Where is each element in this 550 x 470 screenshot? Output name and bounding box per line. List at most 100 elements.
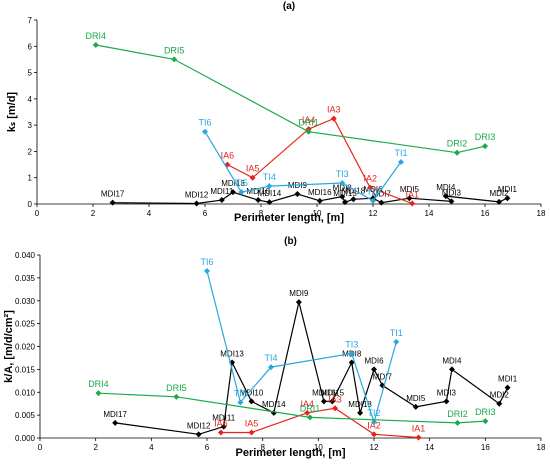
point-label: MDI3 [437, 388, 457, 397]
data-point [339, 179, 346, 186]
data-point [357, 409, 364, 416]
data-point [304, 409, 311, 416]
chart-title: (a) [283, 1, 295, 12]
point-label: MDI11 [210, 187, 234, 196]
point-label: DRI2 [447, 409, 468, 419]
data-point [320, 398, 327, 405]
data-point [371, 366, 377, 373]
data-point [173, 393, 180, 400]
point-label: DRI3 [475, 132, 496, 142]
data-point [237, 399, 244, 406]
point-label: IA4 [302, 115, 316, 125]
y-axis-label: k/A, [m/d/cm²] [3, 310, 15, 383]
point-label: IA6 [214, 419, 228, 429]
point-label: MDI7 [373, 372, 393, 381]
data-point [92, 41, 99, 48]
x-axis-label: Perimeter length, [m] [235, 447, 345, 459]
point-label: MDI1 [498, 185, 518, 194]
point-label: MDI3 [442, 188, 462, 197]
data-point [266, 199, 273, 206]
point-label: MDI12 [187, 421, 211, 430]
data-point [217, 429, 224, 436]
point-label: IA2 [363, 174, 377, 184]
x-tick-label: 16 [481, 443, 490, 452]
y-tick-label: 0.020 [15, 343, 36, 352]
data-point [454, 149, 460, 156]
data-point [442, 193, 449, 200]
y-tick-label: 0.035 [15, 274, 36, 283]
series-line [206, 270, 397, 425]
point-label: IA4 [300, 399, 314, 409]
point-label: MDI18 [348, 400, 372, 409]
data-point [367, 184, 374, 191]
data-point [95, 390, 102, 397]
point-label: MDI16 [312, 388, 336, 397]
y-tick-label: 0.030 [15, 297, 36, 306]
x-tick-label: 6 [203, 209, 208, 218]
data-point [378, 199, 385, 206]
point-label: IA5 [246, 164, 260, 174]
point-label: MDI7 [372, 190, 392, 199]
point-label: DRI2 [447, 139, 468, 149]
point-label: MDI5 [400, 185, 420, 194]
point-label: TI6 [200, 257, 213, 267]
x-tick-label: 8 [260, 443, 265, 452]
point-label: TI3 [336, 169, 349, 179]
point-label: IA3 [327, 105, 341, 115]
point-label: DRI3 [475, 407, 496, 417]
data-point [339, 193, 346, 200]
point-label: TI6 [198, 118, 211, 128]
x-tick-label: 2 [91, 209, 96, 218]
data-point [171, 56, 178, 63]
data-point [249, 174, 256, 181]
data-point [370, 197, 376, 204]
x-tick-label: 18 [537, 443, 546, 452]
y-axis-label: kₛ [m/d] [6, 92, 18, 132]
point-label: MDI17 [103, 410, 127, 419]
point-label: TI1 [394, 148, 407, 158]
data-point [316, 197, 323, 204]
x-tick-label: 0 [35, 209, 40, 218]
point-label: MDI5 [406, 394, 426, 403]
x-tick-label: 12 [370, 443, 379, 452]
data-point [496, 400, 503, 407]
data-point [238, 189, 245, 196]
point-label: TI5 [234, 388, 247, 398]
point-label: MDI14 [262, 400, 286, 409]
point-label: MDI11 [212, 414, 236, 423]
data-point [454, 419, 461, 426]
point-label: MDI13 [221, 179, 245, 188]
data-point [371, 418, 377, 425]
point-label: DRI1 [300, 403, 321, 413]
y-tick-label: 0.000 [15, 434, 36, 443]
data-point [348, 350, 355, 357]
panel-b: (b) 0 2 4 6 8 10 12 14 16 18 0.000 0.005 0.010 0.015 0.… [3, 236, 546, 459]
x-tick-label: 2 [93, 443, 98, 452]
data-point [295, 299, 302, 306]
point-label: IA2 [367, 420, 381, 430]
y-tick-label: 6 [28, 42, 33, 51]
point-label: TI2 [366, 187, 379, 197]
y-tick-label: 1 [28, 174, 33, 183]
x-tick-label: 16 [481, 209, 490, 218]
data-point [406, 195, 413, 202]
point-label: MDI12 [185, 190, 209, 199]
x-axis-label: Perimeter length, [m] [234, 212, 344, 224]
y-tick-label: 2 [28, 147, 33, 156]
x-tick-label: 12 [369, 209, 378, 218]
y-tick-label: 4 [28, 95, 33, 104]
data-point [496, 198, 502, 205]
point-label: IA3 [328, 394, 342, 404]
data-point [330, 115, 337, 122]
data-point [448, 366, 455, 373]
point-label: MDI1 [498, 375, 518, 384]
chart-title: (b) [284, 236, 297, 247]
point-label: MDI16 [308, 188, 332, 197]
x-tick-label: 10 [313, 209, 322, 218]
point-label: DRI4 [86, 31, 107, 41]
series-line [95, 44, 486, 154]
point-label: MDI17 [101, 190, 125, 199]
data-point [332, 405, 339, 412]
point-label: IA5 [245, 419, 259, 429]
